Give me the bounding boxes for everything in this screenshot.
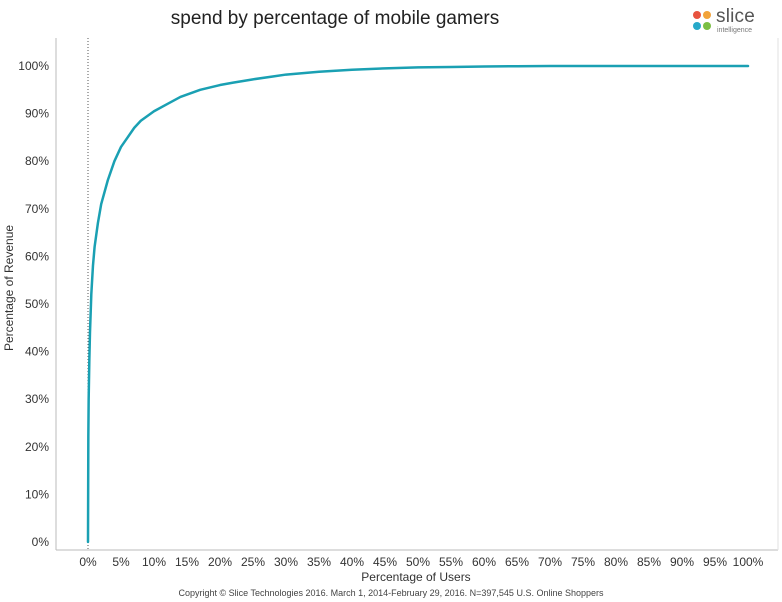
x-tick-label: 55% (439, 555, 463, 569)
x-tick-label: 0% (79, 555, 97, 569)
x-axis-title: Percentage of Users (361, 570, 471, 584)
y-tick-label: 100% (18, 59, 49, 73)
x-tick-label: 5% (112, 555, 130, 569)
x-tick-label: 45% (373, 555, 397, 569)
x-tick-label: 90% (670, 555, 694, 569)
x-tick-labels: 0% 5% 10% 15% 20% 25% 30% 35% 40% 45% 50% 55% 60% 65%… (79, 555, 763, 569)
series-group (86, 64, 750, 544)
x-tick-label: 30% (274, 555, 298, 569)
y-tick-label: 0% (32, 535, 50, 549)
y-axis-title: Percentage of Revenue (2, 224, 16, 352)
y-tick-labels: 0% 10% 20% 30% 40% 50% 60% 70% 80% 90% 100% (18, 59, 49, 549)
x-tick-label: 100% (733, 555, 764, 569)
x-tick-label: 40% (340, 555, 364, 569)
y-tick-label: 30% (25, 392, 49, 406)
copyright-footer: Copyright © Slice Technologies 2016. Mar… (178, 588, 604, 598)
y-tick-label: 10% (25, 487, 49, 501)
chart-title: spend by percentage of mobile gamers (170, 8, 500, 29)
x-tick-label: 70% (538, 555, 562, 569)
x-tick-label: 10% (142, 555, 166, 569)
y-tick-label: 60% (25, 249, 49, 263)
x-tick-label: 25% (241, 555, 265, 569)
slice-logo-mark (693, 11, 711, 30)
y-tick-label: 20% (25, 440, 49, 454)
x-tick-label: 65% (505, 555, 529, 569)
chart-axes (55, 38, 779, 551)
logo-dot-red (693, 11, 701, 19)
x-tick-label: 35% (307, 555, 331, 569)
x-tick-label: 95% (703, 555, 727, 569)
y-tick-label: 40% (25, 345, 49, 359)
y-tick-label: 90% (25, 107, 49, 121)
x-tick-label: 20% (208, 555, 232, 569)
logo-dot-green (703, 22, 711, 30)
logo-wordmark: slice (716, 6, 756, 27)
x-tick-label: 80% (604, 555, 628, 569)
x-tick-label: 60% (472, 555, 496, 569)
x-tick-label: 75% (571, 555, 595, 569)
x-tick-label: 15% (175, 555, 199, 569)
logo-dot-blue (693, 22, 701, 30)
y-tick-label: 80% (25, 154, 49, 168)
x-tick-label: 50% (406, 555, 430, 569)
y-tick-label: 70% (25, 202, 49, 216)
series-line (86, 64, 750, 544)
x-tick-label: 85% (637, 555, 661, 569)
y-tick-label: 50% (25, 297, 49, 311)
logo-dot-orange (703, 11, 711, 19)
logo-subtitle: intelligence (717, 27, 753, 34)
slice-logo: slice intelligence (690, 6, 770, 40)
